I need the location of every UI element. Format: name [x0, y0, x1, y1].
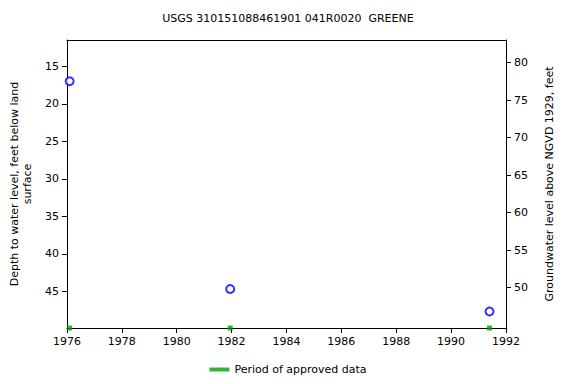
svg-text:75: 75	[514, 94, 528, 107]
svg-text:1978: 1978	[108, 335, 136, 348]
svg-text:50: 50	[514, 281, 528, 294]
svg-text:1980: 1980	[163, 335, 191, 348]
svg-text:1992: 1992	[492, 335, 520, 348]
svg-text:55: 55	[514, 244, 528, 257]
svg-text:20: 20	[45, 97, 59, 110]
svg-text:Depth to water level, feet bel: Depth to water level, feet below land	[8, 82, 21, 287]
svg-text:1986: 1986	[327, 335, 355, 348]
svg-text:USGS 310151088461901 041R0020: USGS 310151088461901 041R0020 GREENE	[162, 12, 413, 25]
svg-text:45: 45	[45, 285, 59, 298]
svg-text:1976: 1976	[53, 335, 81, 348]
svg-text:60: 60	[514, 206, 528, 219]
svg-text:70: 70	[514, 131, 528, 144]
svg-text:15: 15	[45, 60, 59, 73]
svg-text:1984: 1984	[272, 335, 300, 348]
svg-text:65: 65	[514, 169, 528, 182]
svg-text:Period of approved data: Period of approved data	[234, 363, 366, 376]
svg-text:surface: surface	[21, 163, 34, 204]
svg-text:1990: 1990	[437, 335, 465, 348]
svg-text:Groundwater level above NGVD 1: Groundwater level above NGVD 1929, feet	[543, 66, 556, 302]
svg-text:25: 25	[45, 135, 59, 148]
svg-text:30: 30	[45, 172, 59, 185]
svg-text:80: 80	[514, 56, 528, 69]
svg-text:35: 35	[45, 210, 59, 223]
svg-text:1982: 1982	[218, 335, 246, 348]
svg-text:40: 40	[45, 247, 59, 260]
svg-text:1988: 1988	[382, 335, 410, 348]
